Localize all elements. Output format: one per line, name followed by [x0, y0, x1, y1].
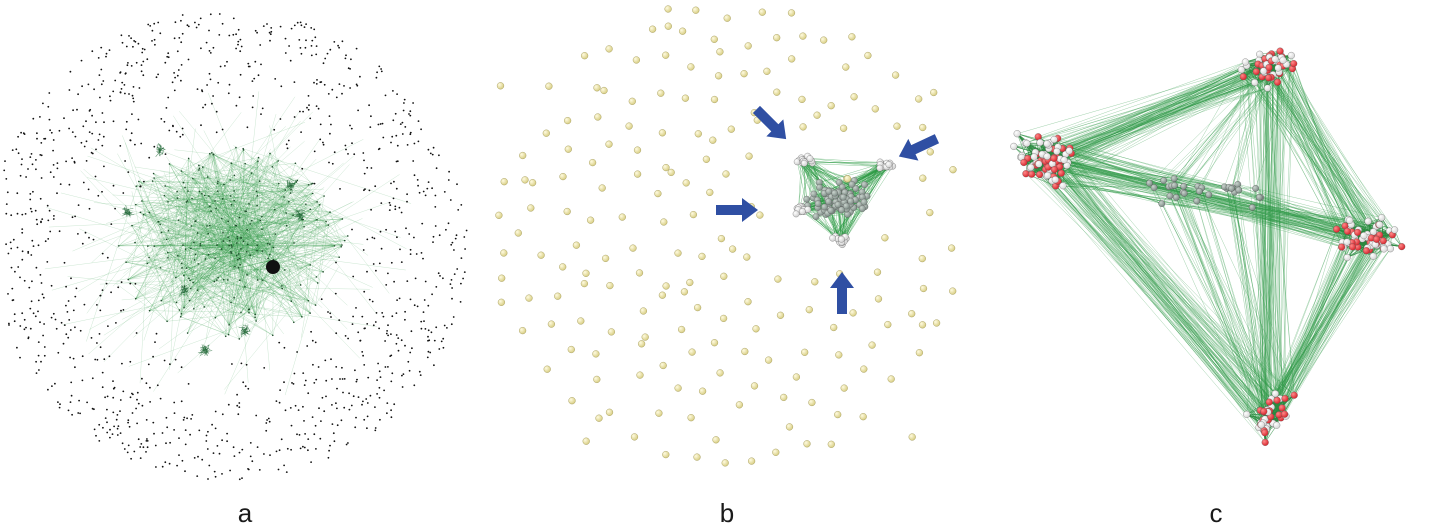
- network-diagram-a: [3, 13, 468, 481]
- panel-b: b: [485, 0, 975, 531]
- node-layer: [3, 13, 468, 481]
- arrow-icon: [830, 272, 854, 314]
- hub-node: [266, 260, 280, 274]
- panel-label-b: b: [719, 498, 735, 528]
- edge-layer: [44, 91, 412, 396]
- panel-label-a: a: [237, 498, 253, 528]
- panel-label-c: c: [1209, 498, 1223, 528]
- arrow-group: [716, 105, 940, 314]
- arrow-icon: [716, 198, 758, 222]
- node-layer: [495, 5, 957, 467]
- panel-a: a: [0, 0, 490, 531]
- arrow-icon: [898, 134, 940, 161]
- network-diagram-b: [495, 5, 957, 467]
- node-layer: [1010, 47, 1406, 446]
- arrow-icon: [752, 105, 787, 140]
- panel-c: c: [970, 0, 1448, 531]
- network-diagram-c: [1010, 47, 1406, 446]
